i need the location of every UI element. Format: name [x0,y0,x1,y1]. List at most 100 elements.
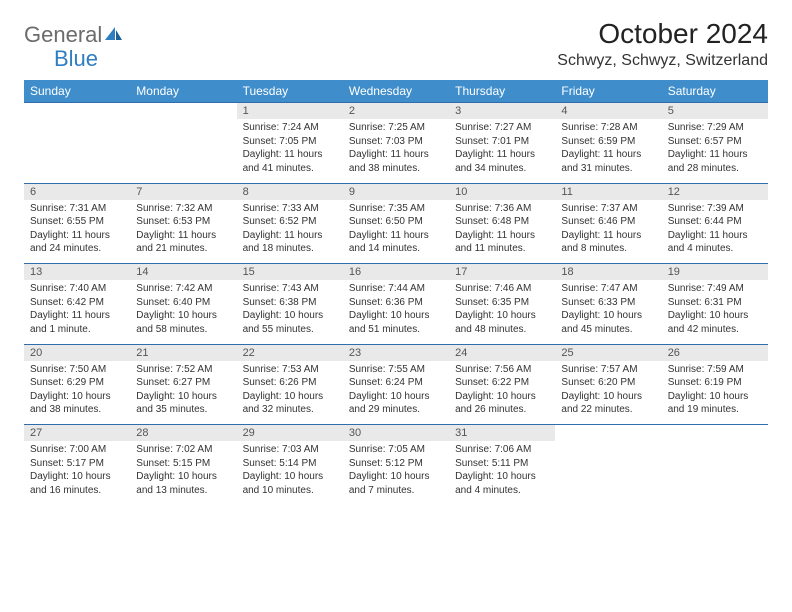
day-cell: Sunrise: 7:06 AMSunset: 5:11 PMDaylight:… [449,441,555,505]
sunset-text: Sunset: 6:24 PM [349,376,443,390]
sunrise-text: Sunrise: 7:29 AM [668,121,762,135]
daylight-text: Daylight: 10 hours and 16 minutes. [30,470,124,497]
sunset-text: Sunset: 6:38 PM [243,296,337,310]
daylight-text: Daylight: 10 hours and 10 minutes. [243,470,337,497]
sunset-text: Sunset: 6:27 PM [136,376,230,390]
sunrise-text: Sunrise: 7:32 AM [136,202,230,216]
sunset-text: Sunset: 6:57 PM [668,135,762,149]
weekday-head: Saturday [662,80,768,103]
sunset-text: Sunset: 6:50 PM [349,215,443,229]
daynum-cell: 9 [343,183,449,200]
day-cell: Sunrise: 7:40 AMSunset: 6:42 PMDaylight:… [24,280,130,344]
daynum-cell: 28 [130,425,236,442]
sunrise-text: Sunrise: 7:56 AM [455,363,549,377]
sunset-text: Sunset: 5:17 PM [30,457,124,471]
sunset-text: Sunset: 5:14 PM [243,457,337,471]
sunrise-text: Sunrise: 7:47 AM [561,282,655,296]
day-cell [555,441,661,505]
daynum-cell: 30 [343,425,449,442]
daylight-text: Daylight: 10 hours and 26 minutes. [455,390,549,417]
sunrise-text: Sunrise: 7:52 AM [136,363,230,377]
daynum-cell: 29 [237,425,343,442]
sunset-text: Sunset: 6:31 PM [668,296,762,310]
calendar-table: Sunday Monday Tuesday Wednesday Thursday… [24,80,768,505]
sunset-text: Sunset: 6:19 PM [668,376,762,390]
daynum-cell: 18 [555,264,661,281]
daylight-text: Daylight: 10 hours and 58 minutes. [136,309,230,336]
sunset-text: Sunset: 6:33 PM [561,296,655,310]
daynum-row: 13141516171819 [24,264,768,281]
daylight-text: Daylight: 10 hours and 13 minutes. [136,470,230,497]
daylight-text: Daylight: 10 hours and 51 minutes. [349,309,443,336]
day-cell: Sunrise: 7:52 AMSunset: 6:27 PMDaylight:… [130,361,236,425]
sunrise-text: Sunrise: 7:24 AM [243,121,337,135]
weekday-head: Friday [555,80,661,103]
sunrise-text: Sunrise: 7:39 AM [668,202,762,216]
daynum-cell: 17 [449,264,555,281]
sunset-text: Sunset: 6:59 PM [561,135,655,149]
daynum-cell: 19 [662,264,768,281]
daynum-cell: 14 [130,264,236,281]
day-cell: Sunrise: 7:27 AMSunset: 7:01 PMDaylight:… [449,119,555,183]
day-cell: Sunrise: 7:00 AMSunset: 5:17 PMDaylight:… [24,441,130,505]
sunset-text: Sunset: 6:42 PM [30,296,124,310]
calendar-head: Sunday Monday Tuesday Wednesday Thursday… [24,80,768,103]
day-cell: Sunrise: 7:47 AMSunset: 6:33 PMDaylight:… [555,280,661,344]
sunset-text: Sunset: 7:01 PM [455,135,549,149]
sail-icon [105,27,123,46]
weekday-head: Thursday [449,80,555,103]
header: General October 2024 Schwyz, Schwyz, Swi… [24,18,768,70]
daylight-text: Daylight: 10 hours and 19 minutes. [668,390,762,417]
day-cell: Sunrise: 7:59 AMSunset: 6:19 PMDaylight:… [662,361,768,425]
daynum-cell: 31 [449,425,555,442]
weekday-row: Sunday Monday Tuesday Wednesday Thursday… [24,80,768,103]
daylight-text: Daylight: 11 hours and 4 minutes. [668,229,762,256]
weekday-head: Tuesday [237,80,343,103]
sunrise-text: Sunrise: 7:05 AM [349,443,443,457]
location: Schwyz, Schwyz, Switzerland [557,52,768,70]
daynum-cell [555,425,661,442]
daynum-cell: 13 [24,264,130,281]
daynum-cell: 12 [662,183,768,200]
daynum-cell: 3 [449,103,555,120]
daylight-text: Daylight: 10 hours and 38 minutes. [30,390,124,417]
daynum-cell: 22 [237,344,343,361]
day-cell: Sunrise: 7:02 AMSunset: 5:15 PMDaylight:… [130,441,236,505]
day-cell: Sunrise: 7:31 AMSunset: 6:55 PMDaylight:… [24,200,130,264]
sunrise-text: Sunrise: 7:00 AM [30,443,124,457]
day-cell: Sunrise: 7:50 AMSunset: 6:29 PMDaylight:… [24,361,130,425]
sunrise-text: Sunrise: 7:33 AM [243,202,337,216]
day-cell: Sunrise: 7:53 AMSunset: 6:26 PMDaylight:… [237,361,343,425]
daynum-row: 6789101112 [24,183,768,200]
daynum-cell: 26 [662,344,768,361]
daynum-cell: 15 [237,264,343,281]
sunrise-text: Sunrise: 7:46 AM [455,282,549,296]
day-cell: Sunrise: 7:03 AMSunset: 5:14 PMDaylight:… [237,441,343,505]
content-row: Sunrise: 7:50 AMSunset: 6:29 PMDaylight:… [24,361,768,425]
daynum-cell: 27 [24,425,130,442]
daynum-cell: 10 [449,183,555,200]
sunrise-text: Sunrise: 7:35 AM [349,202,443,216]
sunset-text: Sunset: 6:29 PM [30,376,124,390]
month-title: October 2024 [557,18,768,50]
sunset-text: Sunset: 6:44 PM [668,215,762,229]
daynum-cell [24,103,130,120]
sunset-text: Sunset: 6:48 PM [455,215,549,229]
content-row: Sunrise: 7:31 AMSunset: 6:55 PMDaylight:… [24,200,768,264]
calendar-body: 12345Sunrise: 7:24 AMSunset: 7:05 PMDayl… [24,103,768,506]
daylight-text: Daylight: 10 hours and 42 minutes. [668,309,762,336]
daylight-text: Daylight: 10 hours and 55 minutes. [243,309,337,336]
daynum-row: 20212223242526 [24,344,768,361]
weekday-head: Wednesday [343,80,449,103]
sunrise-text: Sunrise: 7:03 AM [243,443,337,457]
day-cell: Sunrise: 7:28 AMSunset: 6:59 PMDaylight:… [555,119,661,183]
daylight-text: Daylight: 10 hours and 48 minutes. [455,309,549,336]
day-cell: Sunrise: 7:29 AMSunset: 6:57 PMDaylight:… [662,119,768,183]
daylight-text: Daylight: 11 hours and 18 minutes. [243,229,337,256]
sunrise-text: Sunrise: 7:37 AM [561,202,655,216]
daynum-cell [662,425,768,442]
day-cell: Sunrise: 7:46 AMSunset: 6:35 PMDaylight:… [449,280,555,344]
sunrise-text: Sunrise: 7:57 AM [561,363,655,377]
daynum-cell: 11 [555,183,661,200]
day-cell: Sunrise: 7:44 AMSunset: 6:36 PMDaylight:… [343,280,449,344]
